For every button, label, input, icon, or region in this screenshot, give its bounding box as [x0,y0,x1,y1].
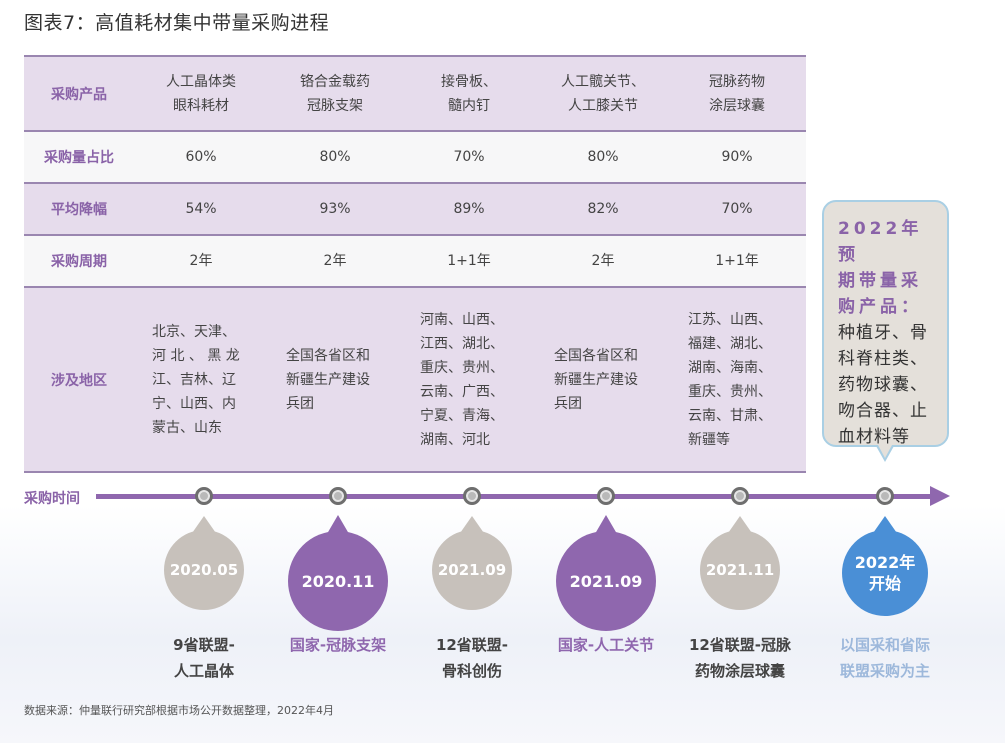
region-cell: 全国各省区和 新疆生产建设 兵团 [554,347,638,412]
table-row-share: 采购量占比 60% 80% 70% 80% 90% [24,132,806,184]
timeline-node [876,487,894,505]
share-cell: 80% [587,149,619,165]
region-cell: 河南、山西、 江西、湖北、 重庆、贵州、 云南、广西、 宁夏、青海、 湖南、河北 [420,311,504,448]
share-cell: 90% [721,149,753,165]
drop-cell: 54% [185,201,217,217]
procurement-table: 采购产品 人工晶体类 眼科耗材 铬合金载药 冠脉支架 接骨板、 髓内钉 人工髋关节、人… [24,55,806,473]
product-cell: 铬合金载药 冠脉支架 [300,73,370,114]
event-description: 12省联盟- 骨科创伤 [435,636,509,680]
product-cell: 接骨板、 髓内钉 [441,73,497,114]
row-header: 平均降幅 [51,202,107,218]
event-date-badge: 2021.09 [556,515,656,631]
table-row-regions: 涉及地区 北京、天津、河 北 、 黑 龙江、吉林、辽 宁、山西、内 蒙古、山东 全国… [24,288,806,473]
callout-title: 2022年预 期带量采 购产品： [838,219,923,317]
region-cell: 江苏、山西、 福建、湖北、 湖南、海南、 重庆、贵州、 云南、甘肃、 新疆等 [688,311,772,448]
event-description: 以国采和省际 联盟采购为主 [839,636,930,680]
timeline-node [195,487,213,505]
data-source-note: 数据来源：仲量联行研究部根据市场公开数据整理，2022年4月 [24,704,334,717]
event-date-badge: 2021.11 [700,516,780,610]
table-row-cycle: 采购周期 2年 2年 1+1年 2年 1+1年 [24,236,806,288]
event-date-badge: 2020.11 [288,515,388,631]
timeline-node [597,487,615,505]
drop-cell: 82% [587,201,619,217]
event-description: 9省联盟- 人工晶体 [173,636,235,680]
product-cell: 人工晶体类 眼科耗材 [166,73,236,114]
share-cell: 70% [453,149,485,165]
product-cell: 人工髋关节、 人工膝关节 [561,73,645,114]
callout-2022-products: 2022年预 期带量采 购产品： 种植牙、骨 科脊柱类、 药物球囊、 吻合器、止 血材料等 [822,200,949,462]
drop-cell: 89% [453,201,485,217]
cycle-cell: 2年 [189,253,213,269]
page-title: 图表7：高值耗材集中带量采购进程 [24,12,330,34]
row-header: 涉及地区 [51,372,107,389]
drop-cell: 93% [319,201,351,217]
event-date-badge: 2022年 开始 [842,516,928,616]
timeline-node [463,487,481,505]
timeline-node [731,487,749,505]
table-row-drop: 平均降幅 54% 93% 89% 82% 70% [24,184,806,236]
cycle-cell: 2年 [323,253,347,269]
timeline-arrow-icon [930,486,950,506]
event-description: 12省联盟-冠脉 药物涂层球囊 [688,636,792,680]
event-date-badge: 2021.09 [432,516,512,610]
cycle-cell: 2年 [591,253,615,269]
callout-body: 种植牙、骨 科脊柱类、 药物球囊、 吻合器、止 血材料等 [838,323,928,447]
share-cell: 80% [319,149,351,165]
row-header: 采购产品 [51,86,107,103]
drop-cell: 70% [721,201,753,217]
event-date-badge: 2020.05 [164,516,244,610]
region-cell: 北京、天津、河 北 、 黑 龙江、吉林、辽 宁、山西、内 蒙古、山东 [152,323,240,436]
row-header: 采购周期 [51,254,107,270]
cycle-cell: 1+1年 [447,253,491,269]
row-header: 采购量占比 [44,150,114,166]
event-description: 国家-冠脉支架 [289,636,387,654]
table-row-products: 采购产品 人工晶体类 眼科耗材 铬合金载药 冠脉支架 接骨板、 髓内钉 人工髋关节、人… [24,55,806,132]
timeline-line [96,494,934,499]
timeline-axis-label: 采购时间 [24,491,80,507]
timeline-node [329,487,347,505]
region-cell: 全国各省区和 新疆生产建设 兵团 [286,347,370,412]
event-description: 国家-人工关节 [557,636,655,654]
product-cell: 冠脉药物 涂层球囊 [709,73,765,114]
cycle-cell: 1+1年 [715,253,759,269]
share-cell: 60% [185,149,217,165]
